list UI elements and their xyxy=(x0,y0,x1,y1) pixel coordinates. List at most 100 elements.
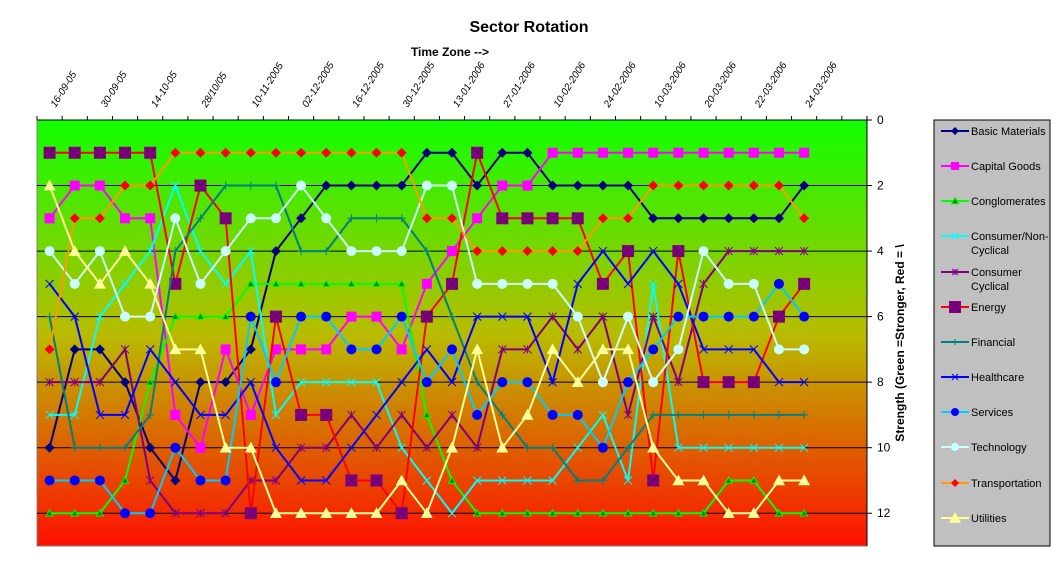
series-services xyxy=(44,278,810,519)
data-point xyxy=(674,410,683,419)
data-point xyxy=(196,410,205,420)
chart-title: Sector Rotation xyxy=(469,19,588,36)
x-tick-label: 20-03-2006 xyxy=(702,60,739,110)
x-tick-label: 24-03-2006 xyxy=(803,60,840,110)
x-tick-label: 16-12-2005 xyxy=(351,60,388,110)
x-tick-label: 24-02-2006 xyxy=(602,60,639,110)
data-point xyxy=(598,246,608,256)
data-point xyxy=(573,443,583,453)
data-point xyxy=(722,507,735,519)
data-point xyxy=(371,344,382,355)
legend-item-conglomerates: Conglomerates xyxy=(941,196,1046,208)
data-point xyxy=(648,180,659,191)
data-point xyxy=(120,213,131,224)
legend-item-basic-materials: Basic Materials xyxy=(941,126,1046,138)
data-point xyxy=(44,213,55,224)
legend-item-financial: Financial xyxy=(941,337,1015,349)
data-point xyxy=(624,443,633,452)
data-point xyxy=(597,147,608,158)
data-point-cross xyxy=(44,147,55,159)
data-point xyxy=(396,246,407,257)
data-point xyxy=(747,507,760,519)
data-point xyxy=(522,377,533,388)
data-point xyxy=(246,279,256,288)
y-tick-label: 2 xyxy=(877,179,884,193)
data-point xyxy=(145,377,155,386)
y-tick-label: 6 xyxy=(877,310,884,324)
legend-label: Transportation xyxy=(971,478,1042,490)
data-point xyxy=(296,311,307,322)
data-point xyxy=(170,475,181,486)
data-point xyxy=(296,147,307,158)
data-point xyxy=(297,247,306,256)
data-point-cross xyxy=(622,245,634,257)
data-point xyxy=(44,344,55,355)
data-point xyxy=(170,377,180,387)
data-point xyxy=(773,278,784,289)
data-point xyxy=(547,180,558,191)
data-point xyxy=(548,508,557,517)
data-point-cross xyxy=(371,475,382,486)
data-point xyxy=(522,147,533,158)
data-point xyxy=(749,246,759,256)
y-tick-label: 12 xyxy=(877,506,891,520)
data-point xyxy=(296,213,307,224)
data-point xyxy=(296,344,307,355)
data-point xyxy=(44,442,55,453)
data-point xyxy=(799,180,810,191)
data-point xyxy=(170,147,181,158)
data-point xyxy=(773,180,784,191)
legend-marker xyxy=(952,339,958,345)
data-point xyxy=(93,277,106,289)
data-point-cross xyxy=(572,212,584,224)
data-point xyxy=(546,343,559,355)
data-point xyxy=(245,409,256,420)
data-point xyxy=(522,246,533,257)
data-point xyxy=(598,508,608,517)
data-point xyxy=(548,312,557,321)
data-point-cross xyxy=(94,147,106,159)
data-point xyxy=(521,408,534,420)
data-point xyxy=(170,181,180,190)
series-layer xyxy=(43,146,811,520)
data-point xyxy=(196,508,205,518)
data-point xyxy=(699,279,708,289)
data-point xyxy=(724,475,734,484)
data-point xyxy=(698,180,709,191)
data-point xyxy=(623,377,634,388)
data-point xyxy=(623,279,633,289)
data-point xyxy=(120,508,131,519)
data-point xyxy=(321,476,331,485)
legend-label: Consumer Cyclical xyxy=(971,267,1022,293)
data-point xyxy=(145,442,156,453)
data-point xyxy=(622,343,635,355)
series-consumer-non-cyclical xyxy=(45,181,809,518)
legend-marker-cross xyxy=(949,301,961,313)
data-point xyxy=(95,443,104,452)
data-point-cross xyxy=(220,212,231,224)
data-point xyxy=(346,180,357,191)
data-point xyxy=(598,312,608,321)
data-point xyxy=(145,476,155,485)
data-point xyxy=(170,442,181,453)
legend-marker xyxy=(951,268,959,276)
data-point xyxy=(572,147,583,158)
data-point xyxy=(270,344,281,355)
data-point xyxy=(196,312,205,320)
data-point xyxy=(548,377,557,387)
data-point xyxy=(472,213,483,224)
data-point xyxy=(70,410,80,420)
data-point-cross xyxy=(471,147,483,159)
legend-item-consumer-cyclical: Consumer Cyclical xyxy=(941,267,1022,293)
legend-marker xyxy=(951,162,959,170)
data-point xyxy=(95,312,105,321)
series-financial xyxy=(45,181,809,485)
data-point-cross xyxy=(446,278,458,290)
data-point xyxy=(95,377,105,387)
data-point xyxy=(121,443,130,452)
legend-item-transportation: Transportation xyxy=(941,478,1042,490)
data-point xyxy=(674,279,683,289)
data-point xyxy=(421,377,432,388)
data-point xyxy=(523,345,532,354)
data-point xyxy=(497,147,508,158)
